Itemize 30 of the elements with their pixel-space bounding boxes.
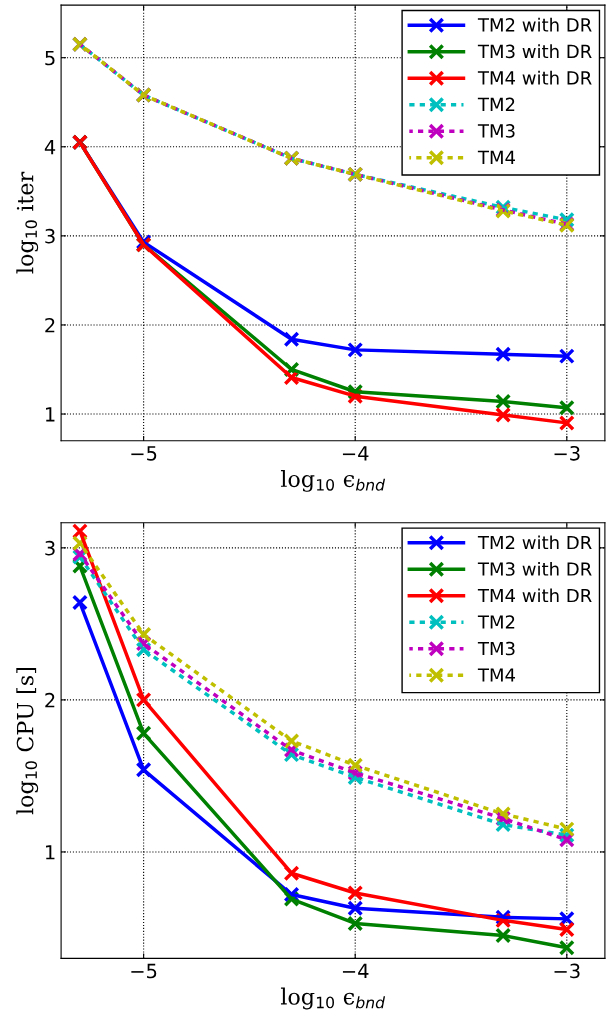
legend-label: TM4 with DR — [477, 70, 592, 85]
legend-label: TM2 — [477, 615, 515, 629]
x-axis-title: log$_{10}$ ϵ$_{bnd}$ — [280, 987, 386, 1010]
y-tick-label: 4 — [44, 139, 56, 155]
y-tick-label: 1 — [46, 845, 55, 860]
y-tick-label: 3 — [45, 228, 55, 244]
y-tick-label: 2 — [45, 317, 55, 333]
legend-label: TM4 with DR — [477, 588, 592, 603]
x-tick-label: −3 — [554, 445, 580, 461]
legend-label: TM2 with DR — [477, 17, 592, 32]
y-tick-label: 2 — [45, 692, 55, 708]
legend-label: TM3 — [477, 641, 515, 656]
x-tick-label: −4 — [342, 446, 369, 461]
y-tick-label: 3 — [45, 540, 55, 556]
legend-label: TM3 — [477, 124, 515, 138]
legend-label: TM3 with DR — [477, 561, 592, 576]
y-tick-label: 1 — [46, 407, 55, 422]
y-axis-title: log$_{10}$ iter — [16, 171, 39, 274]
legend-label: TM4 — [477, 668, 516, 682]
legend-label: TM2 with DR — [477, 535, 592, 550]
y-axis-title: log$_{10}$ CPU [s] — [16, 668, 39, 815]
legend-label: TM2 — [477, 97, 515, 111]
x-axis-title: log$_{10}$ ϵ$_{bnd}$ — [280, 469, 386, 492]
y-tick-label: 5 — [45, 50, 55, 66]
x-tick-label: −4 — [342, 963, 369, 979]
legend-label: TM4 — [477, 150, 516, 164]
x-tick-label: −5 — [131, 963, 157, 979]
x-tick-label: −5 — [131, 446, 157, 461]
x-tick-label: −3 — [554, 963, 580, 979]
legend-label: TM3 with DR — [477, 44, 592, 59]
